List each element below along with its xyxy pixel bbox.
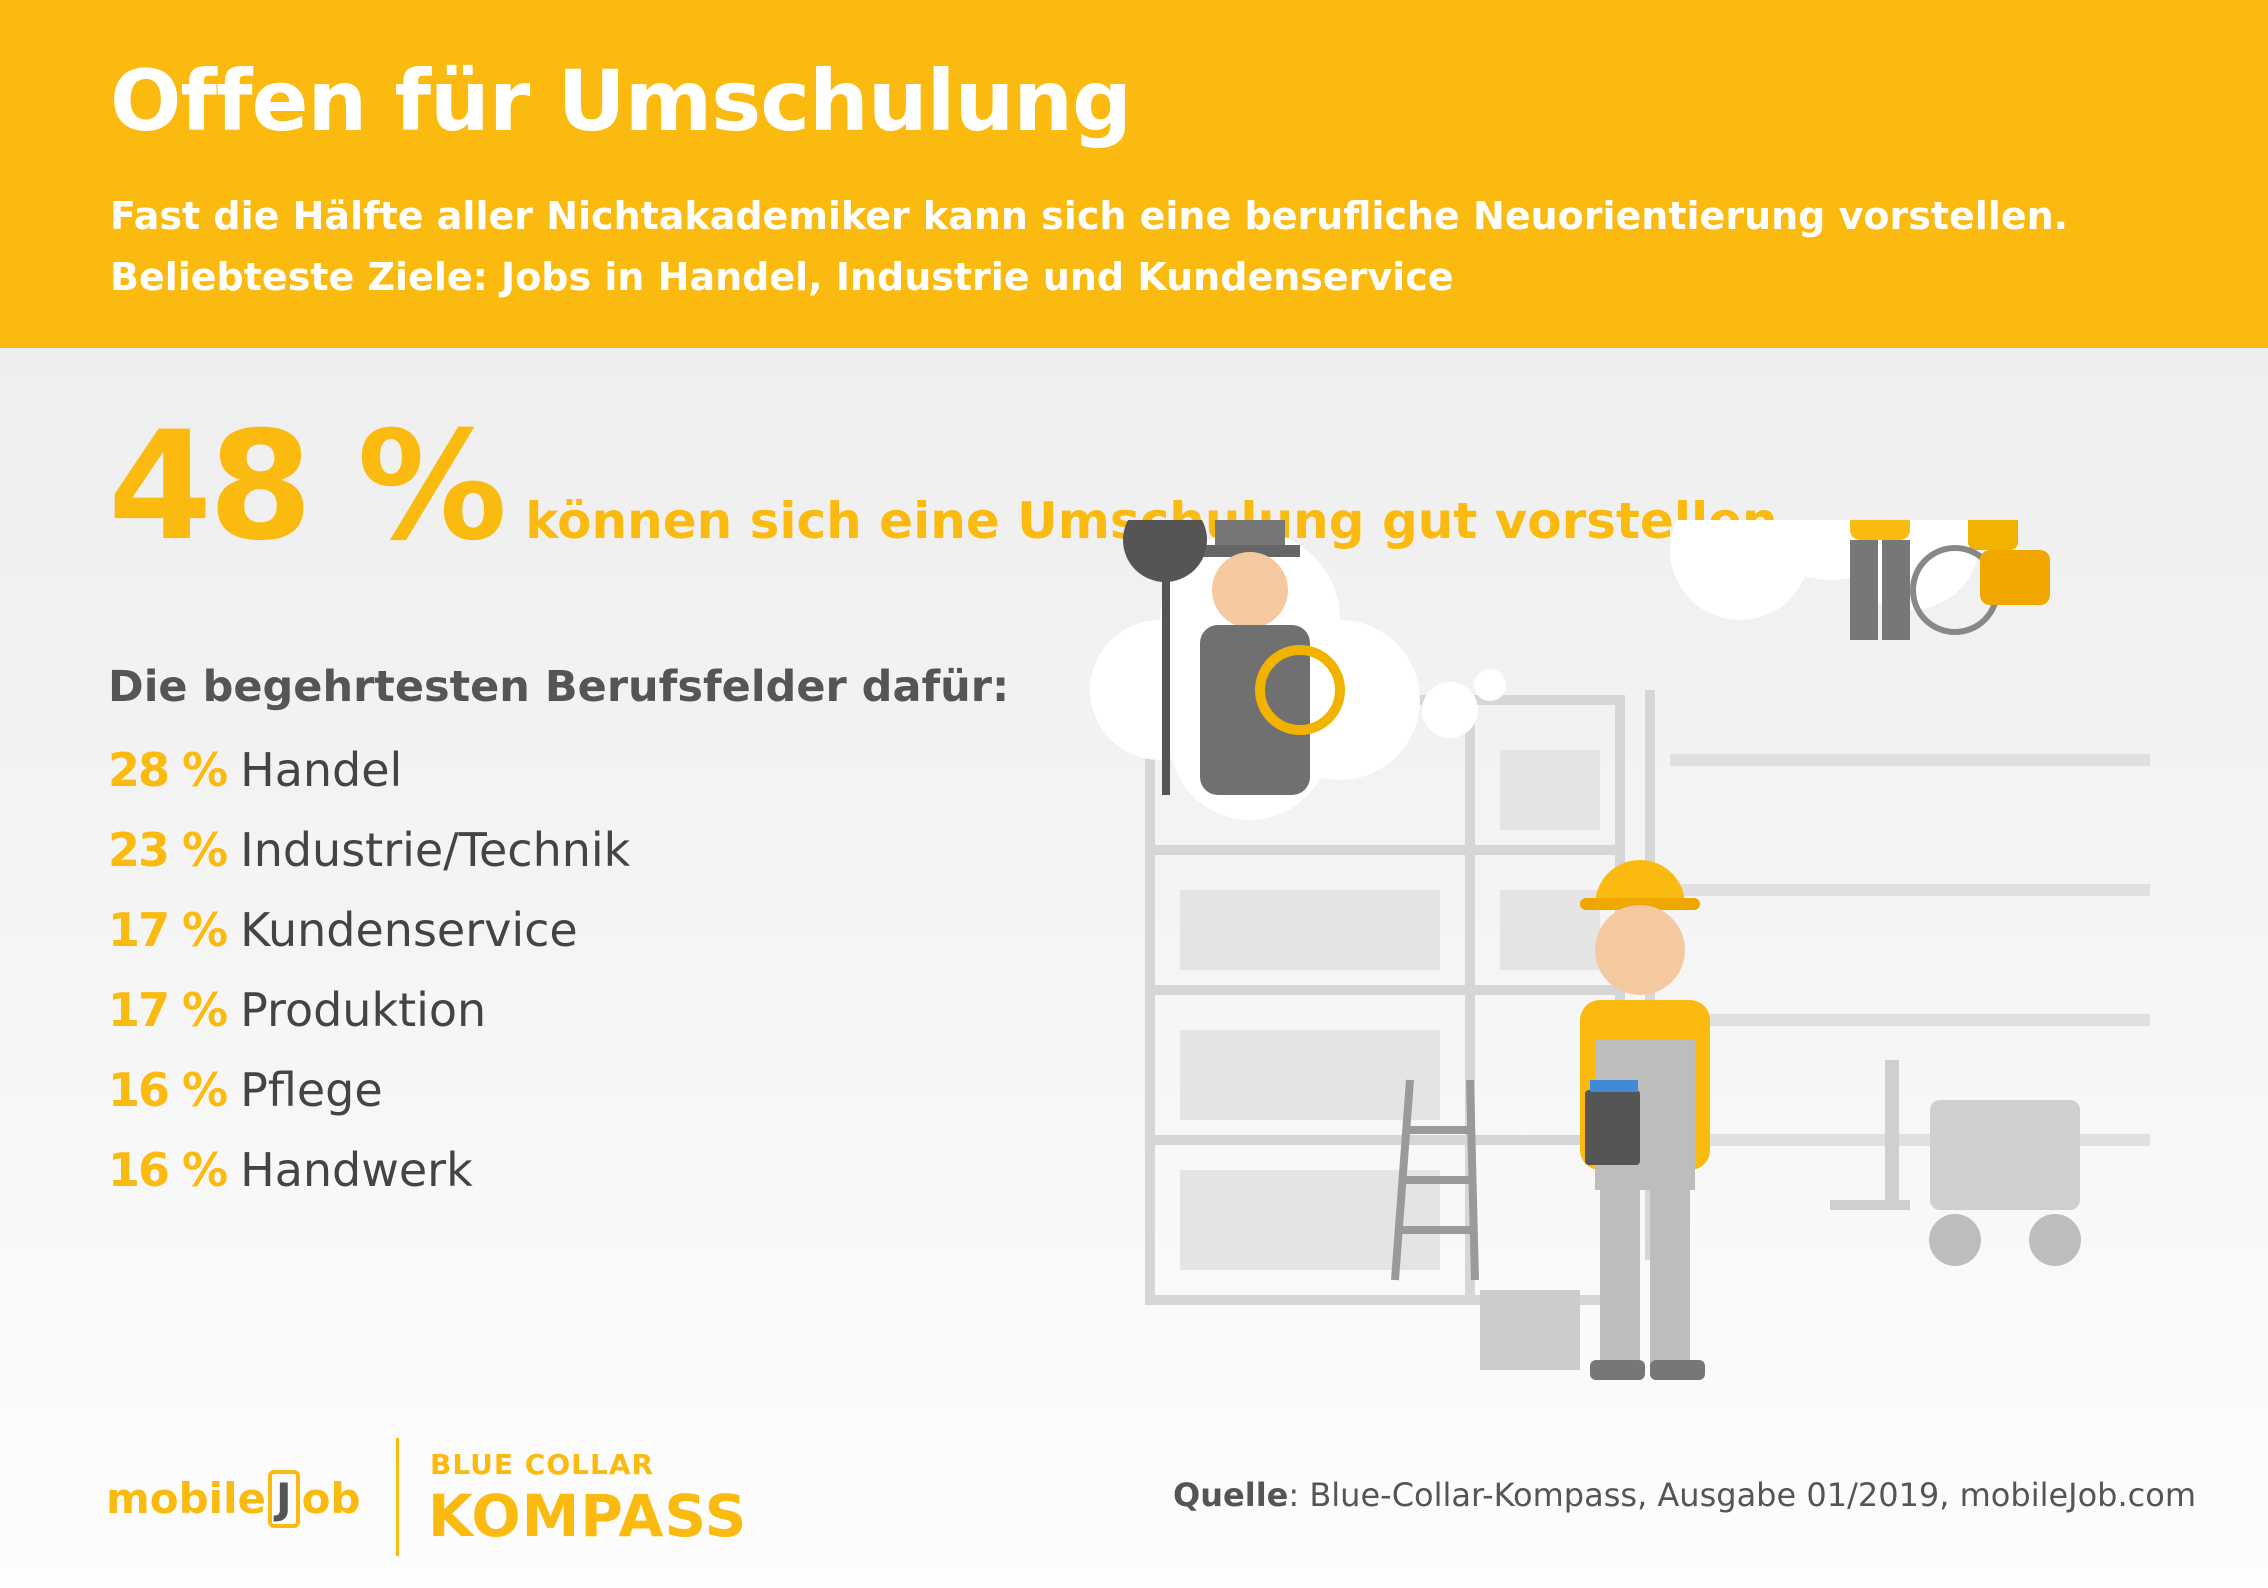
field-row: 17 % Kundenservice <box>108 890 1008 970</box>
source-label: Quelle <box>1173 1476 1289 1514</box>
logo-divider <box>396 1438 399 1556</box>
caregiver-icon <box>1850 520 2050 640</box>
field-percentage: 16 % <box>108 1143 228 1197</box>
field-percentage: 23 % <box>108 823 228 877</box>
mobilejob-logo-part-a: mobile <box>106 1474 266 1523</box>
fields-title: Die begehrtesten Berufsfelder dafür: <box>108 662 1010 712</box>
ladder-icon <box>1391 1079 1479 1281</box>
mobilejob-logo-part-b: J <box>267 1470 300 1528</box>
field-row: 17 % Produktion <box>108 970 1008 1050</box>
subtitle-line-2: Beliebteste Ziele: Jobs in Handel, Indus… <box>110 255 1454 299</box>
blue-collar-logo-top: BLUE COLLAR <box>430 1448 655 1481</box>
field-label: Handwerk <box>240 1143 473 1197</box>
boxes-icon <box>1180 750 1600 1270</box>
field-percentage: 16 % <box>108 1063 228 1117</box>
fields-rows: 28 % Handel 23 % Industrie/Technik 17 % Kunde… <box>108 730 1008 1210</box>
warehouse-illustration <box>1090 520 2150 1380</box>
source-note: Quelle: Blue-Collar-Kompass, Ausgabe 01/… <box>1173 1476 2196 1514</box>
fields-table: Die begehrtesten Berufsfelder dafür: 28 … <box>108 662 1010 1210</box>
kompass-logo[interactable]: KOMPASS <box>428 1482 748 1550</box>
worker-icon <box>1480 860 1710 1380</box>
field-row: 16 % Handwerk <box>108 1130 1008 1210</box>
chimney-sweep-icon <box>1123 520 1345 795</box>
page-subtitle: Fast die Hälfte aller Nichtakademiker ka… <box>110 186 2068 308</box>
page-title: Offen für Umschulung <box>110 52 1132 150</box>
subtitle-line-1: Fast die Hälfte aller Nichtakademiker ka… <box>110 194 2069 238</box>
field-row: 16 % Pflege <box>108 1050 1008 1130</box>
field-label: Produktion <box>240 983 487 1037</box>
forklift-icon <box>1830 1060 2081 1266</box>
stat-value: 48 % <box>108 400 507 574</box>
source-text: : Blue-Collar-Kompass, Ausgabe 01/2019, … <box>1288 1476 2196 1514</box>
header-banner: Offen für Umschulung Fast die Hälfte all… <box>0 0 2268 348</box>
mobilejob-logo-part-c: ob <box>301 1474 361 1523</box>
field-label: Pflege <box>240 1063 383 1117</box>
field-label: Industrie/Technik <box>240 823 631 877</box>
field-percentage: 17 % <box>108 903 228 957</box>
back-shelves-icon <box>1670 754 2150 1146</box>
field-percentage: 28 % <box>108 743 228 797</box>
field-row: 28 % Handel <box>108 730 1008 810</box>
field-label: Handel <box>240 743 403 797</box>
field-percentage: 17 % <box>108 983 228 1037</box>
field-row: 23 % Industrie/Technik <box>108 810 1008 890</box>
field-label: Kundenservice <box>240 903 578 957</box>
